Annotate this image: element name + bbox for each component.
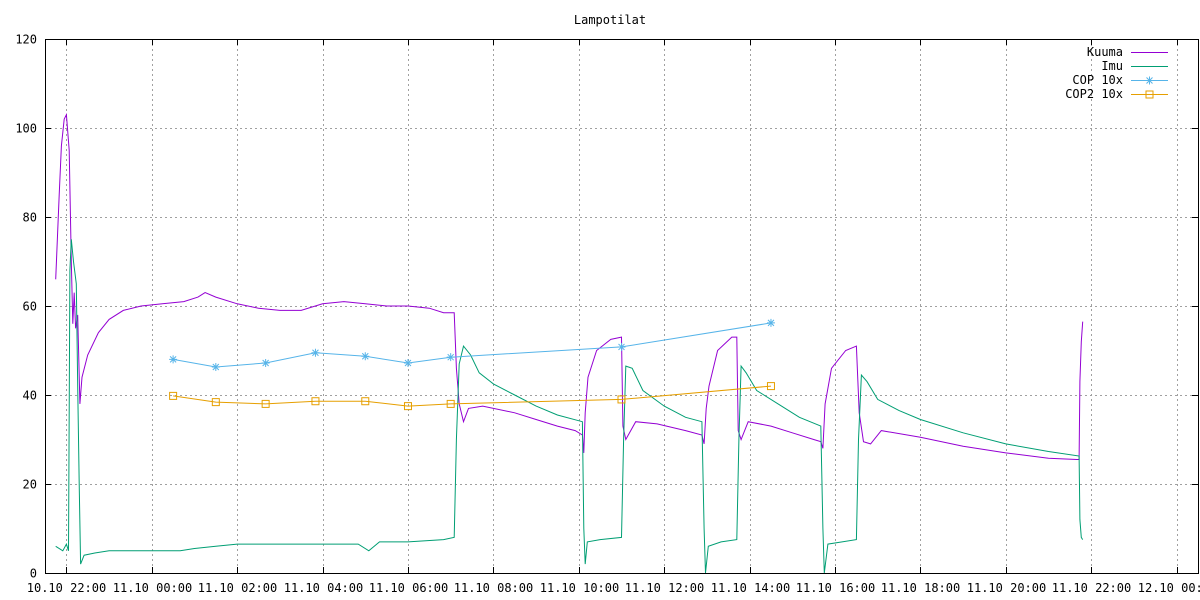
legend-item: Kuuma [1087,45,1168,59]
x-tick-label: 11.10 08:00 [454,581,533,595]
data-point [403,358,412,367]
series-line-kuuma [55,112,1084,460]
data-point [361,397,370,406]
data-point [211,398,220,407]
x-tick-label: 11.10 04:00 [284,581,363,595]
data-point [766,382,775,391]
x-tick-label: 11.10 22:00 [1052,581,1131,595]
y-tick-label: 120 [15,33,37,47]
data-point [311,397,320,406]
legend-item: COP 10x [1072,73,1168,87]
chart-title: Lampotilat [574,13,646,27]
legend-marker [1145,90,1154,99]
x-tick-label: 11.10 12:00 [625,581,704,595]
data-point [617,342,626,351]
data-point [261,399,270,408]
legend-item: COP2 10x [1065,87,1168,101]
series-cop-10x [169,318,775,371]
series-kuuma [55,112,1084,460]
y-tick-label: 20 [23,478,37,492]
x-tick-label: 11.10 00:00 [113,581,192,595]
data-point [169,391,178,400]
series-layer [55,112,1084,574]
axes: 0 20 40 60 80 100 120 10.10 22:00 11.10 00:00 11.… [15,33,1200,596]
y-tick-label: 0 [30,567,37,581]
legend-item: Imu [1101,59,1168,73]
legend-label: Kuuma [1087,45,1123,59]
data-point [261,358,270,367]
x-tick-label: 11.10 10:00 [540,581,619,595]
grid [45,39,1198,573]
data-point [211,362,220,371]
x-tick-label: 11.10 14:00 [711,581,790,595]
data-point [766,318,775,327]
legend-label: COP 10x [1072,73,1123,87]
data-point [361,352,370,361]
data-point [311,348,320,357]
x-tick-label: 11.10 18:00 [881,581,960,595]
series-line-cop2-10x [173,385,772,407]
y-tick-label: 60 [23,300,37,314]
y-tick-label: 100 [15,122,37,136]
data-point [617,395,626,404]
x-tick-label: 11.10 16:00 [796,581,875,595]
data-point [446,353,455,362]
series-imu [55,239,1084,574]
series-cop2-10x [169,382,775,411]
legend-marker [1145,76,1154,85]
y-tick-label: 80 [23,211,37,225]
data-point [446,399,455,408]
y-tick-label: 40 [23,389,37,403]
x-tick-label: 11.10 06:00 [369,581,448,595]
legend-label: Imu [1101,59,1123,73]
data-point [403,402,412,411]
series-line-imu [55,239,1084,574]
x-tick-label: 12.10 00:00 [1138,581,1200,595]
x-tick-label: 11.10 02:00 [198,581,277,595]
data-point [169,355,178,364]
legend-label: COP2 10x [1065,87,1123,101]
x-tick-label: 10.10 22:00 [27,581,106,595]
x-tick-label: 11.10 20:00 [967,581,1046,595]
